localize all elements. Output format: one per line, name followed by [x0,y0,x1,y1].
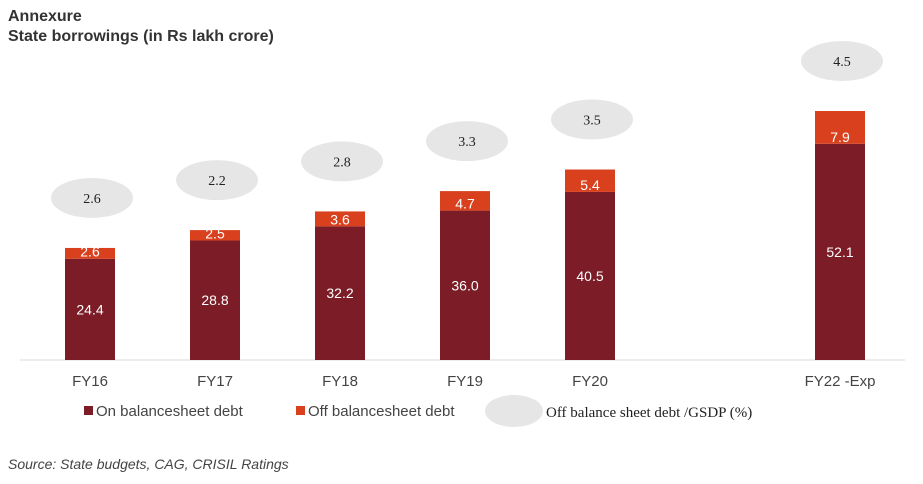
x-tick-label: FY17 [197,373,233,390]
bar-on-balance [65,258,115,360]
label-off-balance: 5.4 [580,177,600,193]
label-off-balance: 4.7 [455,196,475,212]
label-on-balance: 32.2 [326,285,353,301]
label-off-balance: 7.9 [830,129,850,145]
legend-swatch-ratio [485,395,543,427]
x-tick-label: FY20 [572,373,608,390]
bar-off-balance [315,211,365,227]
x-tick-label: FY18 [322,373,358,390]
x-tick-label: FY22 -Exp [805,373,876,390]
bar-on-balance [190,240,240,360]
ratio-bubble [426,121,508,162]
label-on-balance: 28.8 [201,292,228,308]
ratio-label: 3.5 [583,114,601,129]
ratio-label: 2.8 [333,155,351,170]
bar-off-balance [190,230,240,241]
ratio-bubble [51,177,133,218]
x-tick-label: FY16 [72,373,108,390]
ratio-label: 4.5 [833,55,851,70]
legend-label-on: On balancesheet debt [96,403,244,420]
bar-off-balance [440,191,490,211]
ratio-bubble [801,41,883,81]
bar-on-balance [315,226,365,360]
ratio-label: 3.3 [458,135,476,150]
x-tick-label: FY19 [447,373,483,390]
label-on-balance: 24.4 [76,301,103,317]
ratio-label: 2.6 [83,192,101,207]
label-on-balance: 36.0 [451,277,478,293]
ratio-label: 2.2 [208,174,226,189]
label-off-balance: 3.6 [330,211,350,227]
bar-off-balance [565,169,615,192]
label-on-balance: 52.1 [826,244,853,260]
chart-title: Annexure [8,8,82,25]
label-on-balance: 40.5 [576,268,603,284]
legend-label-ratio: Off balance sheet debt /GSDP (%) [546,405,752,421]
bar-on-balance [815,143,865,360]
label-off-balance: 2.5 [205,225,225,241]
source-note: Source: State budgets, CAG, CRISIL Ratin… [8,456,289,472]
bar-on-balance [565,191,615,360]
ratio-bubble [301,141,383,182]
bar-off-balance [65,247,115,259]
ratio-bubble [551,99,633,140]
legend-swatch-on [84,406,93,415]
bar-on-balance [440,210,490,360]
legend-swatch-off [296,406,305,415]
ratio-bubble [176,160,258,201]
bar-off-balance [815,111,865,144]
chart-subtitle: State borrowings (in Rs lakh crore) [8,28,274,45]
legend-label-off: Off balancesheet debt [308,403,455,420]
label-off-balance: 2.6 [80,244,100,260]
